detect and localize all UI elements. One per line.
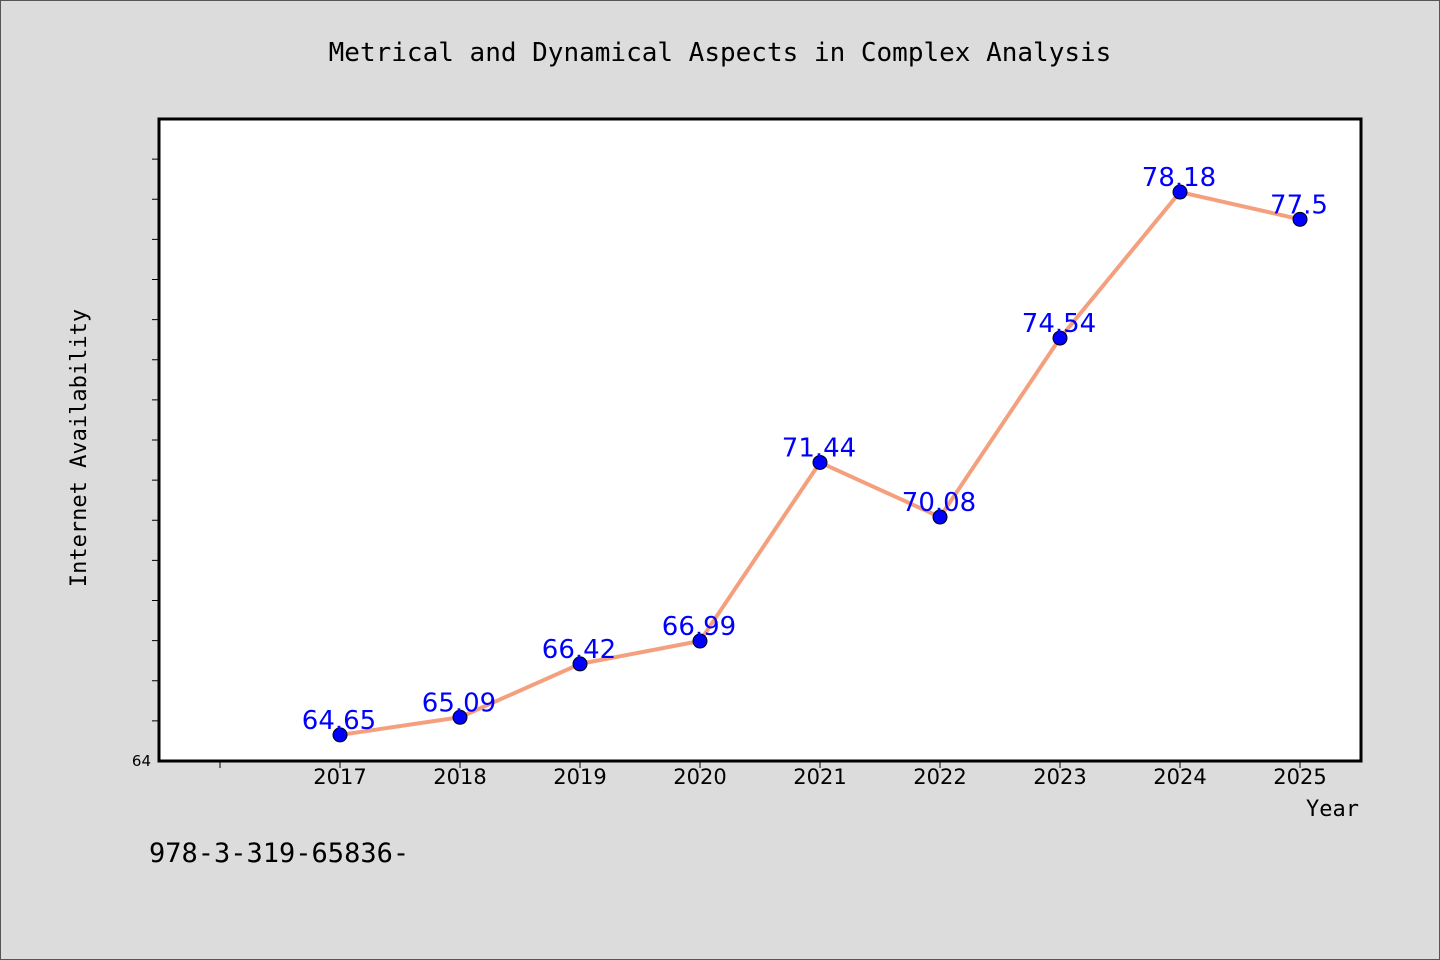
x-tick-label-2018: 2018	[433, 765, 486, 789]
data-label-2019: 66.42	[542, 635, 616, 665]
data-label-2018: 65.09	[422, 688, 496, 718]
data-label-2025: 77.5	[1270, 190, 1328, 220]
data-point-2024	[1172, 184, 1188, 200]
data-point-2018	[452, 709, 468, 725]
data-label-2017: 64.65	[302, 706, 376, 736]
data-point-2017	[332, 727, 348, 743]
data-point-2019	[572, 656, 588, 672]
y-axis-label: Internet Availability	[67, 309, 92, 587]
series-markers	[332, 184, 1308, 743]
x-tick-label-2024: 2024	[1153, 765, 1206, 789]
x-axis-label: Year	[1306, 797, 1359, 822]
data-point-2025	[1292, 211, 1308, 227]
chart-title: Metrical and Dynamical Aspects in Comple…	[329, 38, 1112, 68]
x-tick-label-2021: 2021	[793, 765, 846, 789]
data-label-2023: 74.54	[1022, 309, 1096, 339]
data-label-2020: 66.99	[662, 612, 736, 642]
x-axis-ticks: 2017 2018 2019 2020 2021 2022 2023 2024 2025	[219, 761, 1327, 789]
data-labels: 64.65 65.09 66.42 66.99 71.44 70.08 74.54 78.18…	[302, 163, 1328, 736]
x-tick-label-2017: 2017	[313, 765, 366, 789]
y-axis-ticks	[152, 158, 159, 722]
x-tick-label-2019: 2019	[553, 765, 606, 789]
x-tick-label-2023: 2023	[1033, 765, 1086, 789]
y-tick-label-64: 64	[132, 752, 151, 770]
plot-area	[157, 117, 1363, 763]
data-point-2023	[1052, 330, 1068, 346]
x-tick-label-2020: 2020	[673, 765, 726, 789]
data-point-2021	[812, 454, 828, 470]
x-tick-label-2025: 2025	[1273, 765, 1326, 789]
data-point-2022	[932, 509, 948, 525]
footnote: 978-3-319-65836-	[149, 838, 409, 869]
data-label-2022: 70.08	[902, 488, 976, 518]
data-point-2020	[692, 633, 708, 649]
data-label-2021: 71.44	[782, 433, 856, 463]
data-label-2024: 78.18	[1142, 163, 1216, 193]
x-tick-label-2022: 2022	[913, 765, 966, 789]
